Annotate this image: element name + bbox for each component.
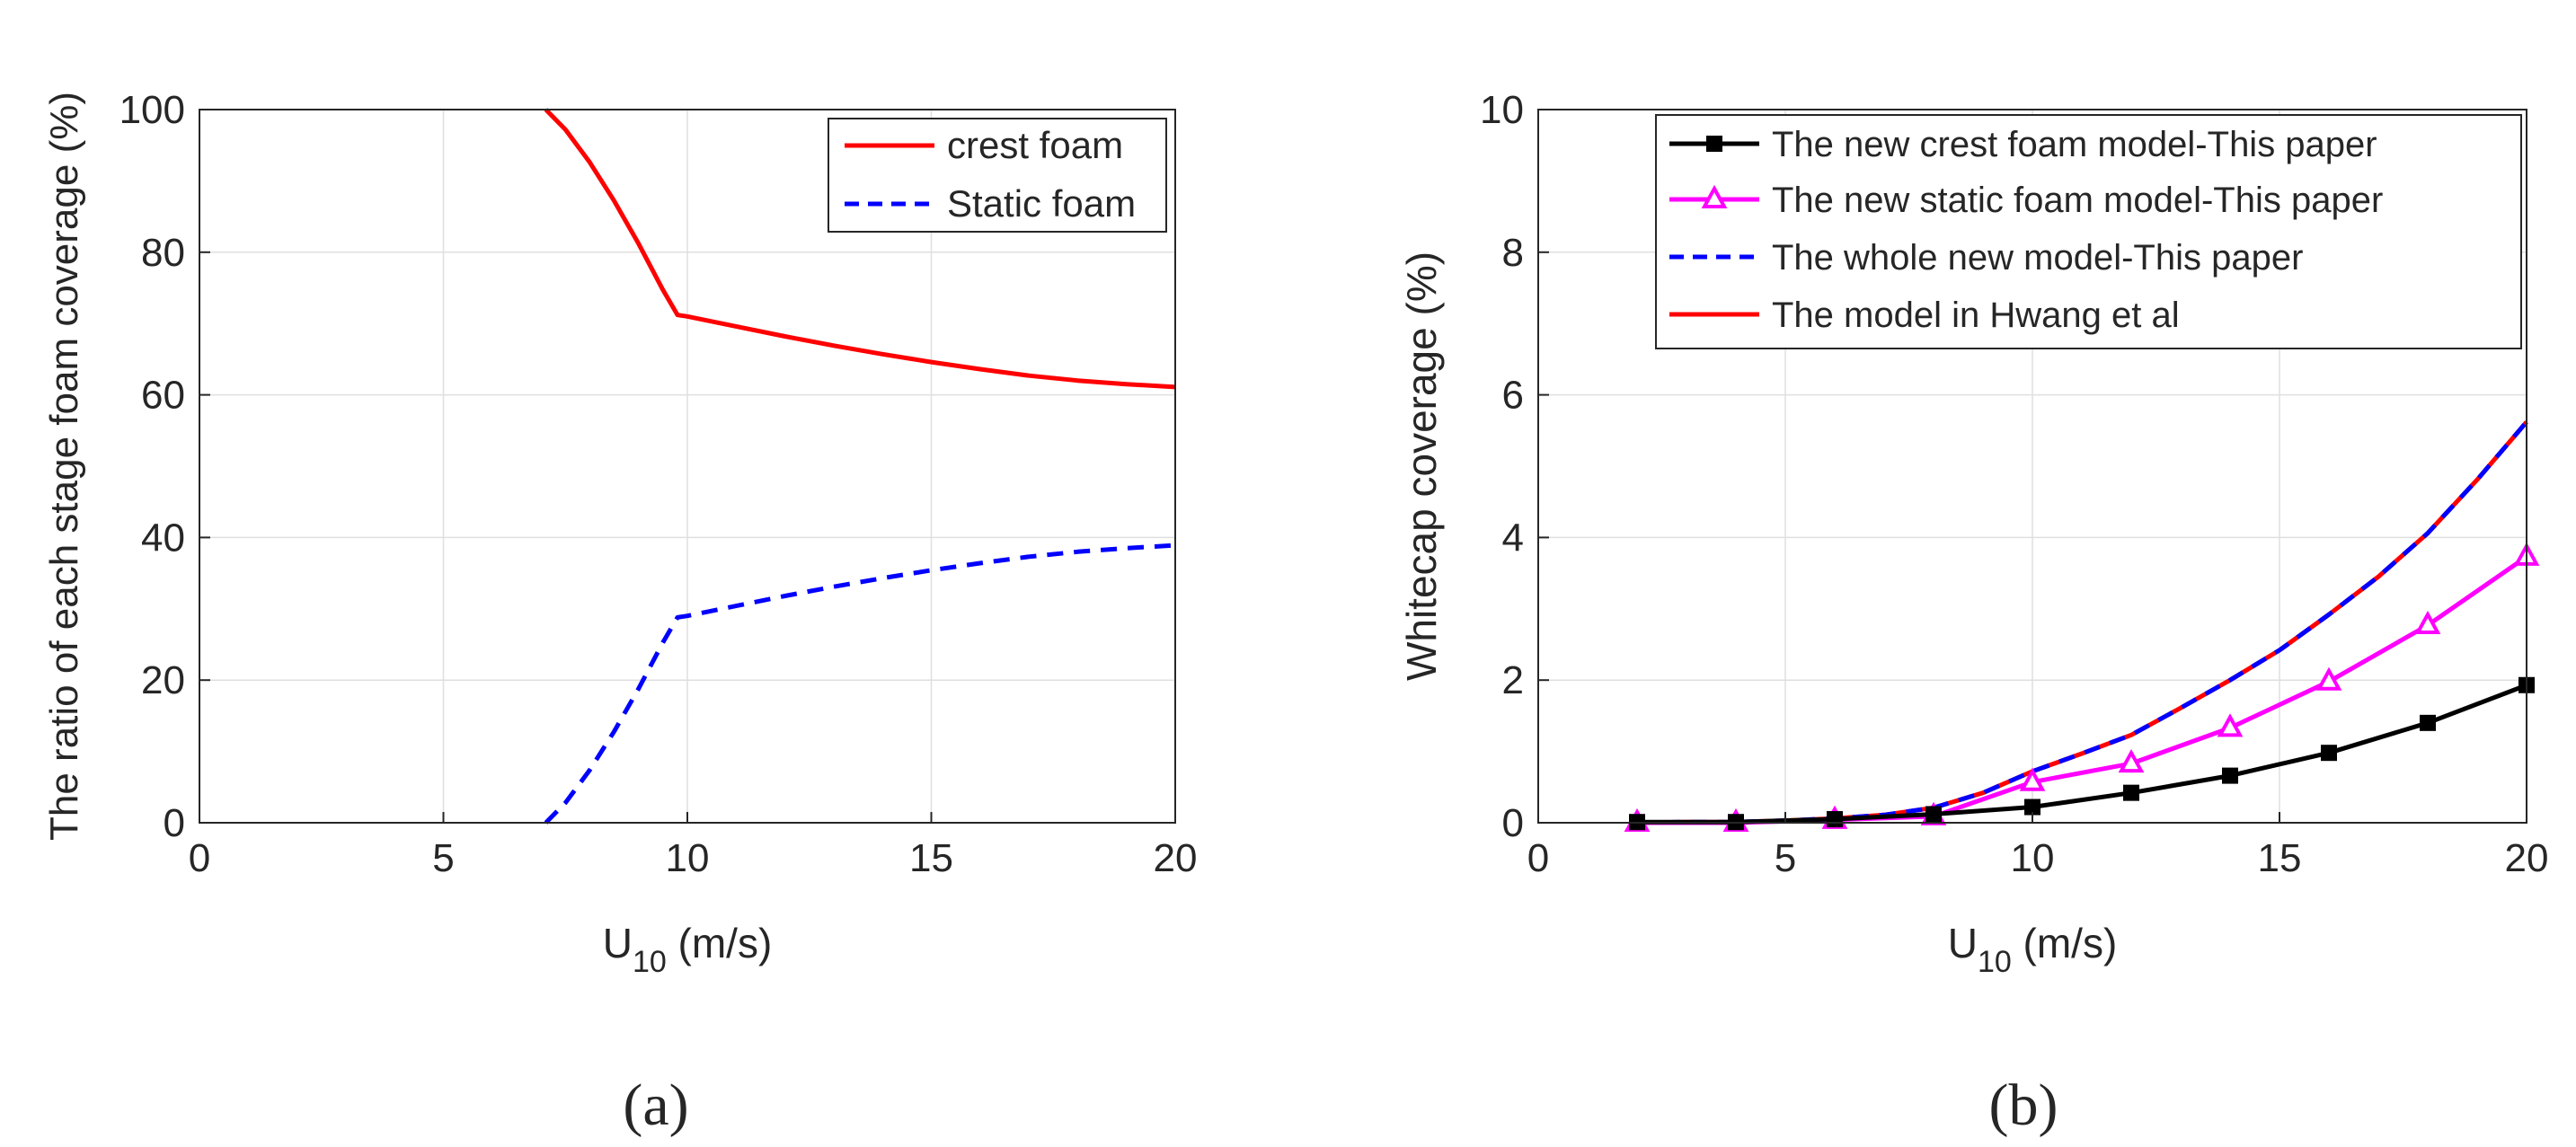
data-point-the-new-static-foam-model-this-paper	[2019, 767, 2046, 791]
x-axis-label-main-a: U	[603, 920, 633, 966]
legend-marker-static-model	[1701, 184, 1728, 208]
legend-label-hwang-model: The model in Hwang et al	[1772, 296, 2180, 335]
x-tick-label: 0	[1527, 836, 1549, 880]
x-tick-label: 0	[189, 836, 210, 880]
data-point-the-new-crest-foam-model-this-paper	[2420, 714, 2436, 731]
legend-label-crest-model: The new crest foam model-This paper	[1772, 125, 2377, 164]
x-tick-label: 20	[2505, 836, 2549, 880]
y-tick-label: 40	[141, 516, 185, 560]
x-axis-label-sub-a: 10	[633, 945, 667, 979]
y-tick-label: 4	[1502, 516, 1524, 560]
y-tick-label: 10	[1480, 88, 1524, 132]
legend-label-static-model: The new static foam model-This paper	[1772, 181, 2383, 220]
y-tick-label: 8	[1502, 231, 1524, 275]
x-tick-label: 10	[666, 836, 710, 880]
panel-label-a: (a)	[623, 1072, 688, 1138]
data-point-the-new-crest-foam-model-this-paper	[1827, 811, 1843, 828]
x-axis-label-sub-b: 10	[1978, 945, 2012, 979]
chart-panel-a: 0 5 10 15 20 0 20 40 60 80 100 The ratio of each s…	[42, 88, 1197, 1138]
legend-label-crest-foam: crest foam	[947, 124, 1123, 166]
x-axis-label-rest-a: (m/s)	[667, 920, 773, 966]
y-tick-label: 60	[141, 374, 185, 418]
legend-marker-crest-model	[1706, 136, 1722, 152]
data-point-the-new-crest-foam-model-this-paper	[1925, 806, 1942, 823]
y-tick-label: 6	[1502, 374, 1524, 418]
ticks-a: 0 5 10 15 20 0 20 40 60 80 100	[120, 88, 1198, 880]
x-tick-label: 20	[1154, 836, 1198, 880]
data-point-the-new-static-foam-model-this-paper	[2315, 666, 2342, 691]
x-axis-label-rest-b: (m/s)	[2012, 920, 2118, 966]
series-line-static-foam	[544, 543, 1176, 825]
legend-box-a	[828, 118, 1167, 233]
x-tick-label: 5	[432, 836, 454, 880]
legend-b: The new crest foam model-This paper The …	[1655, 114, 2522, 349]
data-point-the-new-static-foam-model-this-paper	[2414, 610, 2441, 635]
data-point-the-new-crest-foam-model-this-paper	[2123, 784, 2139, 801]
x-tick-label: 15	[909, 836, 953, 880]
data-point-the-new-static-foam-model-this-paper	[2118, 748, 2145, 773]
data-point-the-new-crest-foam-model-this-paper	[2321, 745, 2337, 762]
y-tick-label: 0	[1502, 801, 1524, 845]
ticks-b: 0 5 10 15 20 0 2 4 6 8 10	[1480, 88, 2548, 880]
series-group-a	[544, 108, 1176, 825]
x-axis-label-main-b: U	[1948, 920, 1978, 966]
x-tick-label: 10	[2011, 836, 2055, 880]
data-point-the-new-static-foam-model-this-paper	[2217, 713, 2244, 737]
data-point-the-new-crest-foam-model-this-paper	[2222, 767, 2238, 784]
y-tick-label: 80	[141, 231, 185, 275]
data-point-the-new-crest-foam-model-this-paper	[2024, 798, 2040, 816]
x-axis-label-a: U10 (m/s)	[603, 920, 773, 979]
x-tick-label: 5	[1775, 836, 1796, 880]
series-line-crest-foam	[544, 108, 1176, 390]
y-axis-label-b: Whitecap coverage (%)	[1398, 251, 1445, 681]
y-tick-label: 0	[164, 801, 185, 845]
legend-a: crest foam Static foam	[828, 118, 1167, 233]
y-tick-label: 20	[141, 658, 185, 702]
y-tick-label: 2	[1502, 658, 1524, 702]
x-tick-label: 15	[2258, 836, 2302, 880]
x-axis-label-b: U10 (m/s)	[1948, 920, 2118, 979]
legend-label-whole-model: The whole new model-This paper	[1772, 238, 2303, 278]
legend-box-b	[1655, 114, 2522, 349]
panel-label-b: (b)	[1989, 1072, 2058, 1138]
y-tick-label: 100	[120, 88, 185, 132]
legend-label-static-foam: Static foam	[947, 182, 1136, 225]
y-axis-label-a: The ratio of each stage foam coverage (%…	[42, 92, 86, 841]
